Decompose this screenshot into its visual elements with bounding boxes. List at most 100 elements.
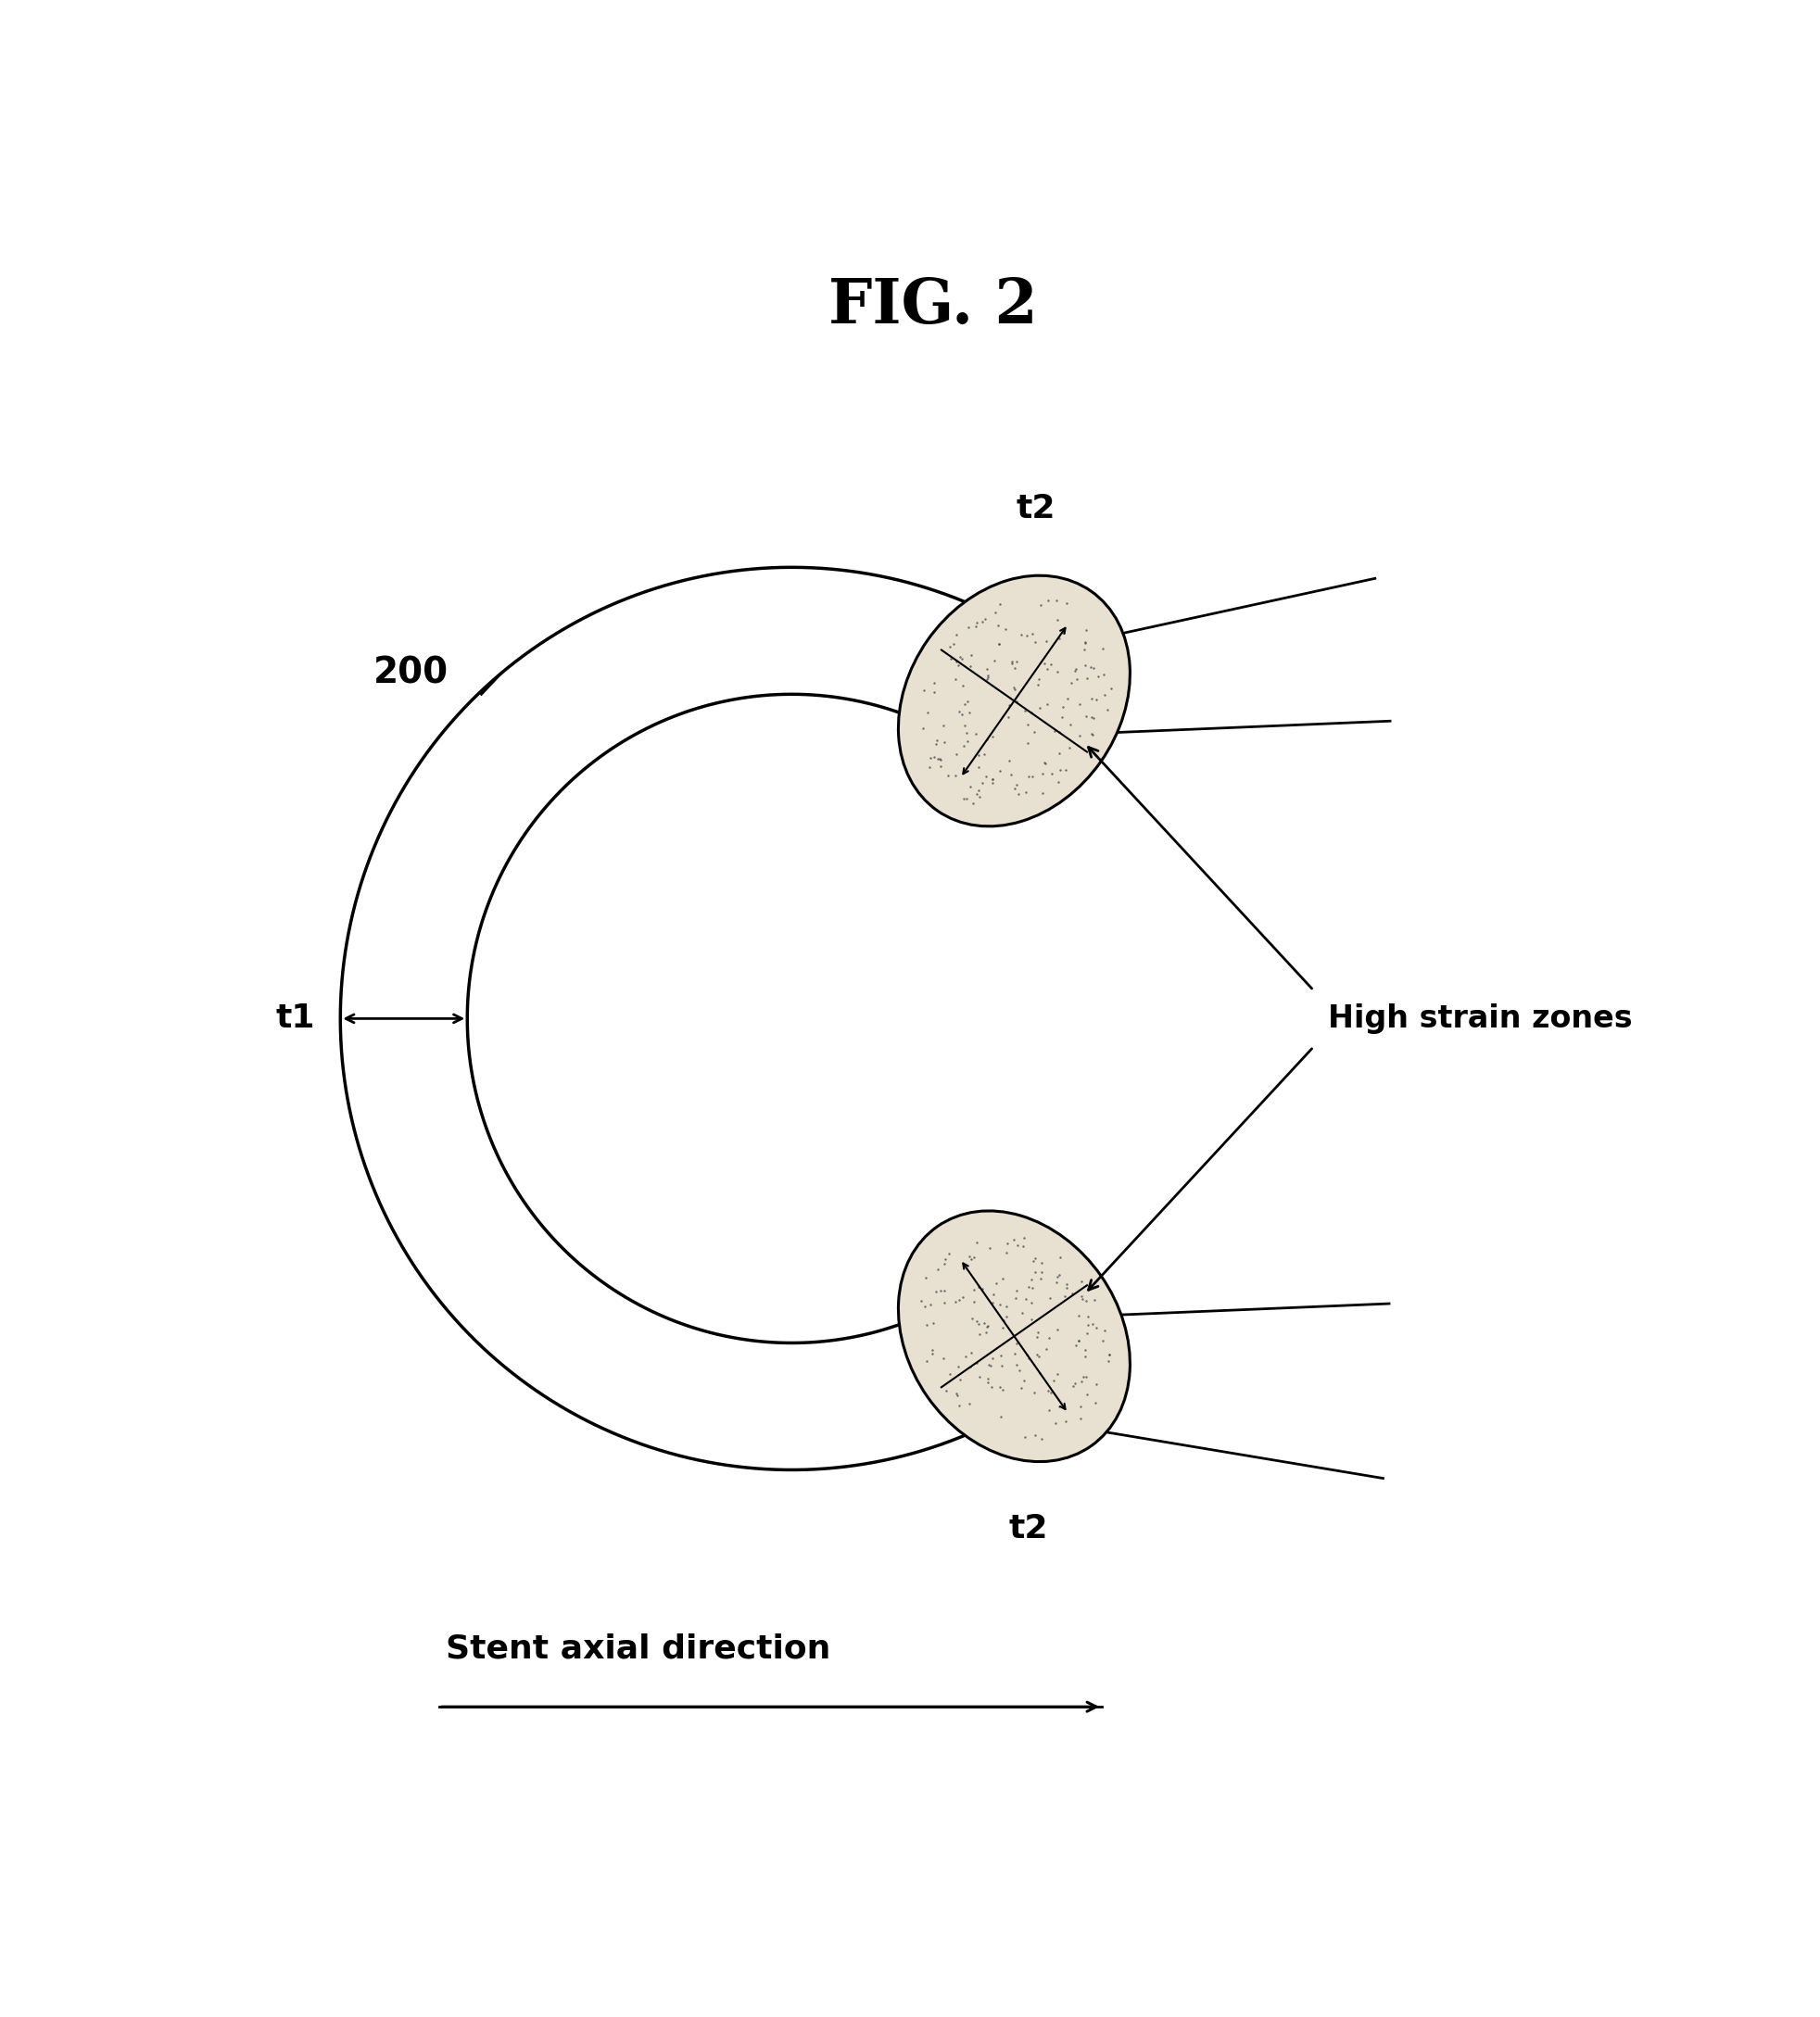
Point: [1041, 1267, 1070, 1299]
Point: [972, 654, 1001, 686]
Point: [1005, 1353, 1034, 1386]
Point: [1017, 1303, 1046, 1335]
Point: [986, 1349, 1016, 1382]
Point: [1094, 1339, 1123, 1372]
Point: [1072, 1317, 1101, 1349]
Point: [957, 1335, 986, 1368]
Point: [1017, 1273, 1046, 1305]
Point: [985, 627, 1014, 660]
Point: [1059, 1370, 1088, 1402]
Point: [930, 1341, 959, 1374]
Point: [1094, 1339, 1123, 1372]
Point: [992, 1236, 1021, 1269]
Point: [977, 1372, 1006, 1404]
Point: [1045, 623, 1074, 656]
Point: [1023, 1339, 1052, 1372]
Point: [959, 787, 988, 819]
Text: High strain zones: High strain zones: [1327, 1002, 1633, 1035]
Point: [915, 750, 945, 783]
Point: [965, 750, 994, 783]
Point: [959, 1285, 988, 1317]
Point: [1012, 777, 1041, 809]
Point: [1036, 1281, 1065, 1313]
Point: [1006, 619, 1036, 651]
Point: [970, 738, 999, 770]
Point: [974, 1309, 1003, 1341]
Point: [941, 1287, 970, 1319]
Point: [950, 688, 979, 720]
Point: [1017, 1265, 1046, 1297]
Point: [1036, 1376, 1065, 1408]
Point: [1026, 1257, 1056, 1289]
Point: [1081, 1388, 1110, 1420]
Point: [974, 1363, 1003, 1396]
Point: [1070, 649, 1099, 682]
Point: [919, 668, 948, 700]
Point: [919, 740, 948, 773]
Point: [1010, 1420, 1039, 1452]
Point: [1056, 732, 1085, 764]
Point: [1021, 1242, 1050, 1275]
Point: [1045, 1240, 1074, 1273]
Point: [1088, 1325, 1117, 1357]
Point: [1043, 1357, 1072, 1390]
Point: [941, 1378, 970, 1410]
Point: [1096, 672, 1125, 704]
Point: [941, 664, 970, 696]
Point: [1023, 670, 1052, 702]
Point: [945, 1390, 974, 1422]
Point: [1019, 716, 1048, 748]
Point: [1034, 654, 1063, 686]
Point: [988, 1305, 1017, 1337]
Point: [999, 1222, 1028, 1255]
Point: [1052, 1273, 1081, 1305]
Point: [1012, 1339, 1041, 1372]
Point: [950, 710, 979, 742]
Point: [963, 1347, 992, 1380]
Point: [988, 1374, 1017, 1406]
Point: [1045, 754, 1074, 787]
Point: [943, 1380, 972, 1412]
Point: [1003, 1327, 1032, 1359]
Point: [999, 1337, 1028, 1370]
Point: [977, 1341, 1006, 1374]
Point: [1012, 619, 1041, 651]
Point: [976, 1349, 1005, 1382]
Point: [1026, 589, 1056, 621]
Point: [992, 1228, 1021, 1261]
Point: [941, 738, 970, 770]
Point: [981, 597, 1010, 629]
Point: [1074, 1301, 1103, 1333]
Point: [997, 645, 1026, 678]
Point: [1077, 684, 1107, 716]
Point: [917, 1333, 946, 1366]
Point: [932, 1242, 961, 1275]
Point: [974, 1347, 1003, 1380]
Point: [1016, 1287, 1045, 1319]
Point: [952, 686, 981, 718]
Point: [1094, 1345, 1123, 1378]
Point: [986, 1400, 1016, 1432]
Point: [946, 643, 976, 676]
Point: [977, 762, 1006, 795]
Point: [1012, 1283, 1041, 1315]
Point: [1026, 1263, 1056, 1295]
Point: [1052, 1269, 1081, 1301]
Point: [934, 760, 963, 793]
Point: [986, 1339, 1016, 1372]
Point: [972, 664, 1001, 696]
Point: [1001, 773, 1030, 805]
Point: [941, 760, 970, 793]
Point: [945, 649, 974, 682]
Point: [952, 783, 981, 815]
Text: t2: t2: [1016, 492, 1056, 524]
Point: [1030, 748, 1059, 781]
Point: [974, 1366, 1003, 1398]
Point: [985, 1372, 1014, 1404]
Point: [1014, 1271, 1043, 1303]
Point: [1048, 690, 1077, 722]
Point: [974, 662, 1003, 694]
Point: [910, 674, 939, 706]
Point: [965, 775, 994, 807]
Point: [906, 1285, 935, 1317]
